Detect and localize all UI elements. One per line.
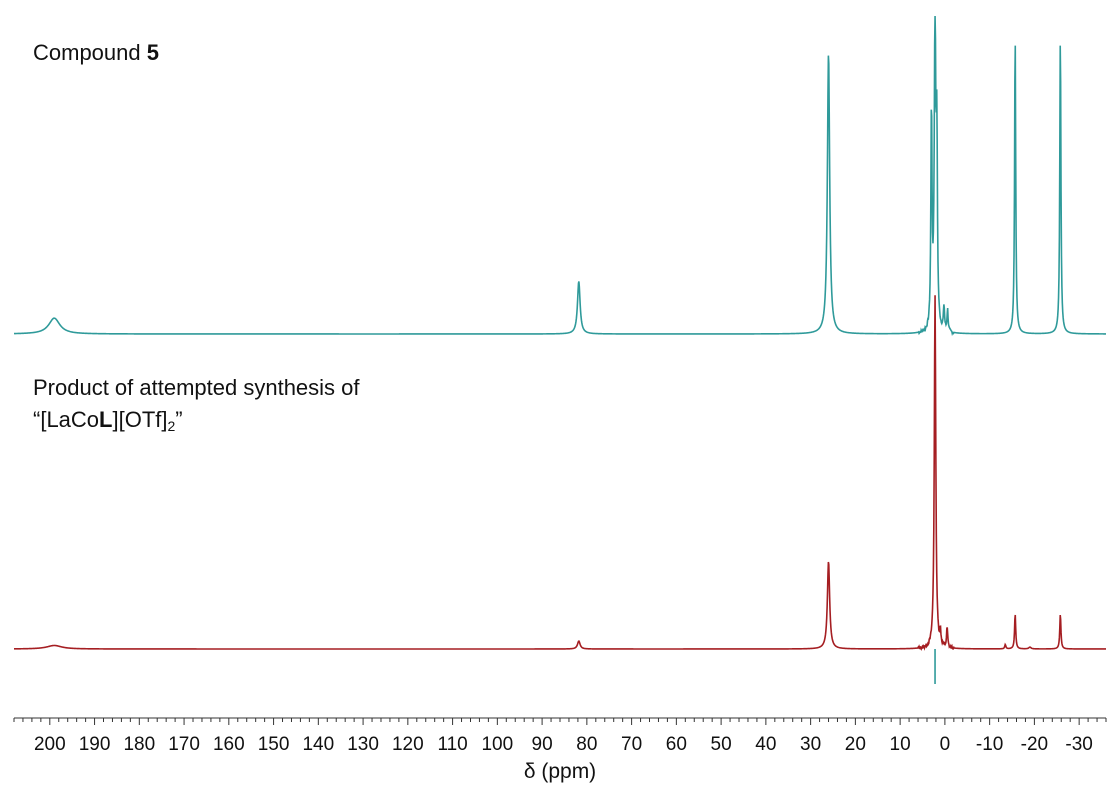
compound-number: 5 (146, 40, 159, 65)
x-tick-label: 160 (213, 734, 245, 755)
bottom-spectrum-line (14, 295, 1106, 651)
x-tick-label: 20 (845, 734, 866, 755)
x-tick-label: 10 (890, 734, 911, 755)
spectrum-traces (13, 15, 1107, 684)
x-tick-label: 170 (168, 734, 200, 755)
x-tick-label: 70 (621, 734, 642, 755)
formula-mid: ][OTf] (112, 407, 168, 432)
formula-close: ” (175, 407, 183, 432)
top-trace-label: Compound 5 (33, 40, 159, 66)
x-tick-label: -30 (1065, 734, 1092, 755)
x-tick-label: 80 (576, 734, 597, 755)
x-tick-label: 0 (940, 734, 951, 755)
formula-subscript: 2 (167, 418, 176, 434)
x-tick-label: 60 (666, 734, 687, 755)
x-tick-label: -10 (976, 734, 1003, 755)
x-tick-label: -20 (1021, 734, 1048, 755)
formula-open: “[LaCo (33, 407, 100, 432)
x-tick-label: 110 (437, 734, 467, 755)
x-tick-label: 40 (755, 734, 776, 755)
x-tick-label: 150 (258, 734, 290, 755)
x-tick-label: 100 (481, 734, 513, 755)
x-tick-label: 190 (79, 734, 111, 755)
x-tick-label: 140 (302, 734, 334, 755)
bottom-trace-label-line2: “[LaCoL][OTf]2” (33, 404, 360, 442)
bottom-trace-label-line1: Product of attempted synthesis of (33, 375, 360, 400)
x-axis-label: δ (ppm) (524, 760, 596, 783)
x-axis: 200 190 180 170 160 150 140 130 120 110 100 90 80 70 6… (13, 717, 1107, 755)
bottom-trace-label: Product of attempted synthesis of “[LaCo… (33, 372, 360, 442)
x-tick-label: 30 (800, 734, 821, 755)
x-tick-label: 90 (532, 734, 553, 755)
x-tick-label: 130 (347, 734, 379, 755)
x-tick-label: 200 (34, 734, 66, 755)
top-spectrum-line (13, 15, 1107, 337)
x-tick-label: 120 (392, 734, 424, 755)
x-tick-label: 180 (123, 734, 155, 755)
formula-ligand: L (99, 407, 113, 432)
top-trace-label-prefix: Compound (33, 40, 147, 65)
x-tick-label: 50 (711, 734, 732, 755)
